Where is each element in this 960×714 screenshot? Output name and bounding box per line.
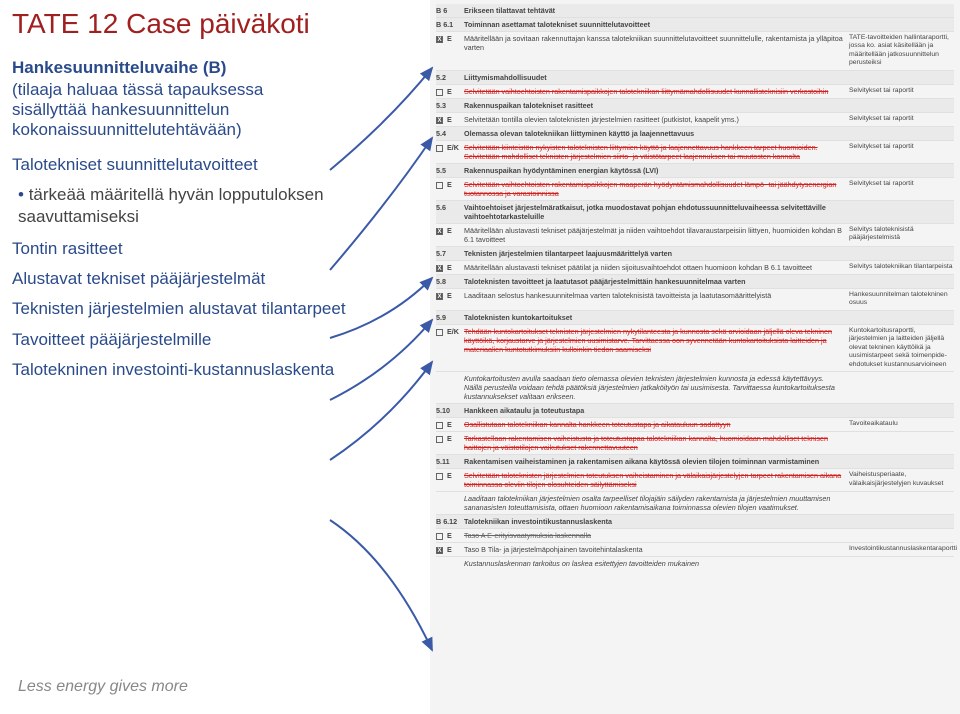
slide-title: TATE 12 Case päiväkoti — [12, 8, 422, 40]
table-row: X E Määritellään alustavasti tekniset pä… — [436, 223, 954, 246]
table-row: E Selvitetään taloteknisten järjestelmie… — [436, 468, 954, 491]
table-row: 5.3 Rakennuspaikan talotekniset rasittee… — [436, 98, 954, 112]
table-row: 5.4 Olemassa olevan talotekniikan liitty… — [436, 126, 954, 140]
table-row: 5.6 Vaihtoehtoiset järjestelmäratkaisut,… — [436, 200, 954, 223]
title-prefix: TATE 12 — [12, 8, 118, 39]
item-paajarjestelmat: Alustavat tekniset pääjärjestelmät — [12, 268, 422, 290]
table-row: E Osallistutaan talotekniikan kannalta h… — [436, 417, 954, 431]
table-row: E Taso A E-erityisvaatymuksia laskennall… — [436, 528, 954, 542]
table-row: E Selvitetään vaihtoehtoisten rakentamis… — [436, 84, 954, 98]
table-row: B 6.1 Toiminnan asettamat talotekniset s… — [436, 17, 954, 31]
table-row: 5.7 Teknisten järjestelmien tilantarpeet… — [436, 246, 954, 260]
table-row: Laaditaan talotekniikan järjestelmien os… — [436, 491, 954, 514]
table-row: B 6 Erikseen tilattavat tehtävät — [436, 4, 954, 17]
table-row: X E Selvitetään tontilla olevien talotek… — [436, 112, 954, 126]
table-row: X E Määritellään ja sovitaan rakennuttaj… — [436, 31, 954, 70]
left-text-panel: TATE 12 Case päiväkoti Hankesuunnitteluv… — [12, 8, 422, 389]
table-row: X E Laaditaan selostus hankesuunnitelmaa… — [436, 288, 954, 310]
table-row: B 6.12 Talotekniikan investointikustannu… — [436, 514, 954, 528]
phase-note: (tilaaja haluaa tässä tapauksessa sisäll… — [12, 80, 422, 140]
item-kustannuslaskenta: Talotekninen investointi-kustannuslasken… — [12, 359, 422, 381]
spec-table-panel: B 6 Erikseen tilattavat tehtävät B 6.1 T… — [430, 0, 960, 714]
table-row: X E Määritellään alustavasti tekniset pä… — [436, 260, 954, 274]
table-row: E Selvitetään vaihtoehtoisten rakentamis… — [436, 177, 954, 200]
item-tavoitteet: Talotekniset suunnittelutavoitteet — [12, 154, 422, 176]
table-row: Kuntokartoitusten avulla saadaan tieto o… — [436, 371, 954, 403]
table-row: X E Taso B Tila- ja järjestelmäpohjainen… — [436, 542, 954, 556]
table-row: 5.9 Taloteknisten kuntokartoitukset — [436, 310, 954, 324]
item-tilantarpeet: Teknisten järjestelmien alustavat tilant… — [12, 298, 422, 320]
table-row: E/K Selvitetään kiinteistön nykyisten ta… — [436, 140, 954, 163]
table-row: E Tarkastellaan rakentamisen vaiheistust… — [436, 431, 954, 454]
table-row: 5.5 Rakennuspaikan hyödyntäminen energia… — [436, 163, 954, 177]
table-row: 5.2 Liittymismahdollisuudet — [436, 70, 954, 84]
table-row: Kustannuslaskennan tarkoitus on laskea e… — [436, 556, 954, 570]
table-row: E/K Tehdään kuntokartoitukset teknisten … — [436, 324, 954, 371]
item-tavoitteet-paa: Tavoitteet pääjärjestelmille — [12, 329, 422, 351]
footer-slogan: Less energy gives more — [18, 678, 188, 696]
item-rasitteet: Tontin rasitteet — [12, 238, 422, 260]
title-rest: Case päiväkoti — [118, 8, 309, 39]
phase-heading: Hankesuunnitteluvaihe (B) — [12, 58, 422, 78]
bullet-1: • tärkeää määritellä hyvän lopputuloksen… — [18, 184, 422, 228]
table-row: 5.11 Rakentamisen vaiheistaminen ja rake… — [436, 454, 954, 468]
table-row: 5.10 Hankkeen aikataulu ja toteutustapa — [436, 403, 954, 417]
table-row: 5.8 Taloteknisten tavoitteet ja laatutas… — [436, 274, 954, 288]
